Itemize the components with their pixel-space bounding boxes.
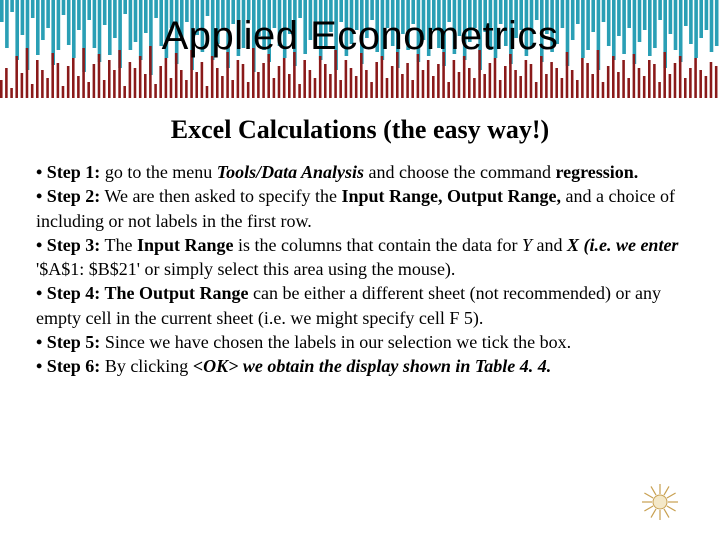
step-text: Y: [522, 235, 532, 255]
step-text: is the columns that contain the data for: [234, 235, 522, 255]
step-text: <OK> we obtain the display shown in Tabl…: [193, 356, 551, 376]
step-label: • Step 5:: [36, 332, 100, 352]
step-label: • Step 4: The Output Range: [36, 283, 249, 303]
step-text: and: [532, 235, 567, 255]
step-text: By clicking: [100, 356, 193, 376]
step-text: Input Range: [137, 235, 234, 255]
step-text: '$A$1: $B$21' or simply select this area…: [36, 259, 455, 279]
page-title: Applied Econometrics: [0, 14, 720, 59]
step-text: and choose the command: [364, 162, 555, 182]
step-label: • Step 1:: [36, 162, 100, 182]
step-label: • Step 3:: [36, 235, 100, 255]
step-text: We are then asked to specify the: [100, 186, 341, 206]
step-text: regression.: [555, 162, 638, 182]
steps-list: • Step 1: go to the menu Tools/Data Anal…: [36, 160, 686, 379]
step-text: go to the menu: [100, 162, 216, 182]
step-text: X (i.e. we enter: [567, 235, 678, 255]
section-subtitle: Excel Calculations (the easy way!): [0, 115, 720, 145]
step-label: • Step 2:: [36, 186, 100, 206]
step-text: Since we have chosen the labels in our s…: [100, 332, 571, 352]
step-text: The: [100, 235, 137, 255]
step-text: Input Range, Output Range,: [341, 186, 561, 206]
step-text: Tools/Data Analysis: [217, 162, 364, 182]
publisher-logo-icon: [640, 482, 680, 522]
step-label: • Step 6:: [36, 356, 100, 376]
